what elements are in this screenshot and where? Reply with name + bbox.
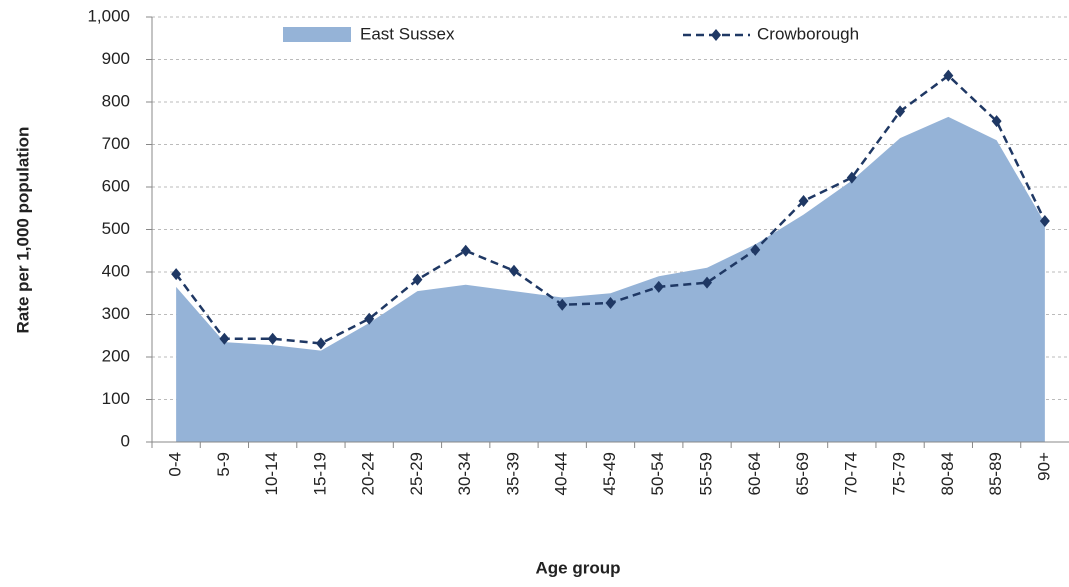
marker bbox=[750, 243, 761, 256]
y-tick-label: 400 bbox=[102, 261, 130, 280]
y-tick-label: 900 bbox=[102, 49, 130, 68]
y-tick-label: 800 bbox=[102, 91, 130, 110]
x-tick-label: 5-9 bbox=[214, 452, 233, 477]
y-tick-label: 100 bbox=[102, 389, 130, 408]
marker bbox=[412, 273, 423, 286]
marker bbox=[846, 171, 857, 184]
x-tick-label: 20-24 bbox=[359, 452, 378, 495]
y-tick-label: 1,000 bbox=[87, 6, 130, 25]
legend-label: East Sussex bbox=[360, 24, 455, 43]
marker bbox=[702, 276, 713, 289]
x-tick-label: 90+ bbox=[1034, 452, 1053, 481]
marker bbox=[1039, 215, 1050, 227]
x-tick-label: 65-69 bbox=[793, 452, 812, 495]
y-tick-label: 500 bbox=[102, 219, 130, 238]
y-tick-label: 700 bbox=[102, 134, 130, 153]
marker bbox=[798, 195, 809, 208]
y-tick-label: 0 bbox=[121, 431, 130, 450]
marker bbox=[557, 298, 568, 311]
marker bbox=[991, 115, 1002, 128]
marker bbox=[653, 280, 664, 293]
marker bbox=[943, 69, 954, 82]
x-tick-label: 75-79 bbox=[890, 452, 909, 495]
x-tick-label: 10-14 bbox=[262, 452, 281, 495]
marker bbox=[508, 264, 519, 277]
legend-label: Crowborough bbox=[757, 24, 859, 43]
x-axis-title: Age group bbox=[536, 558, 621, 577]
y-tick-label: 300 bbox=[102, 304, 130, 323]
marker bbox=[219, 332, 230, 345]
x-tick-label: 0-4 bbox=[166, 452, 185, 477]
x-tick-label: 35-39 bbox=[503, 452, 522, 495]
marker bbox=[605, 297, 616, 310]
x-tick-label: 40-44 bbox=[552, 452, 571, 495]
marker bbox=[364, 312, 375, 325]
marker bbox=[267, 332, 278, 345]
y-tick-label: 600 bbox=[102, 176, 130, 195]
y-tick-label: 200 bbox=[102, 346, 130, 365]
x-tick-label: 45-49 bbox=[600, 452, 619, 495]
x-tick-label: 50-54 bbox=[648, 452, 667, 495]
x-tick-label: 60-64 bbox=[745, 452, 764, 495]
x-tick-label: 80-84 bbox=[938, 452, 957, 495]
legend-marker bbox=[711, 29, 721, 41]
marker bbox=[460, 244, 471, 257]
marker bbox=[171, 268, 182, 281]
x-tick-label: 70-74 bbox=[841, 452, 860, 495]
marker bbox=[315, 337, 326, 350]
y-axis-title: Rate per 1,000 population bbox=[13, 127, 32, 334]
x-tick-label: 55-59 bbox=[697, 452, 716, 495]
x-tick-label: 30-34 bbox=[455, 452, 474, 495]
x-tick-label: 15-19 bbox=[310, 452, 329, 495]
marker bbox=[895, 105, 906, 118]
x-tick-label: 85-89 bbox=[986, 452, 1005, 495]
area bbox=[176, 116, 1045, 442]
x-tick-label: 25-29 bbox=[407, 452, 426, 495]
legend-swatch bbox=[283, 27, 351, 42]
